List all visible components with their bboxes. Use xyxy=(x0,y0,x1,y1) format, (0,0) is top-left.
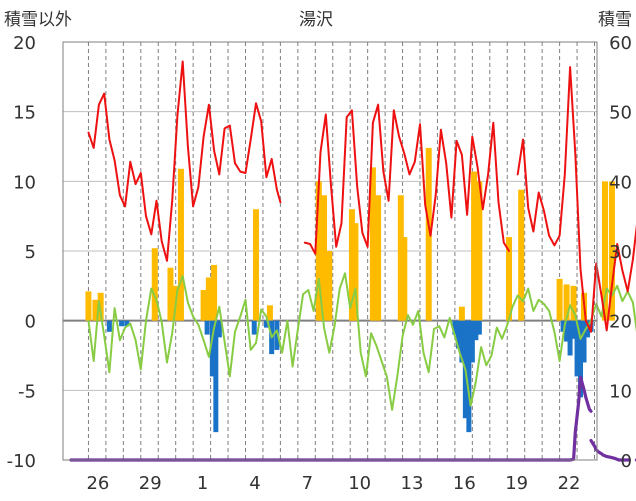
negative-bar xyxy=(564,320,570,342)
negative-bar xyxy=(274,320,280,350)
sunshine-bar xyxy=(608,181,615,321)
x-tick-label: 10 xyxy=(348,473,371,494)
sunshine-bar xyxy=(85,291,92,321)
x-tick-label: 29 xyxy=(139,473,162,494)
sunshine-bar xyxy=(92,299,99,321)
x-tick-label: 16 xyxy=(453,473,476,494)
negative-bar xyxy=(466,320,472,433)
sunshine-bar xyxy=(505,237,512,321)
sunshine-bar xyxy=(252,209,259,321)
x-tick-label: 4 xyxy=(249,473,260,494)
sunshine-bar xyxy=(518,189,525,321)
negative-bar xyxy=(571,320,577,339)
left-axis-label: 積雪以外 xyxy=(4,10,72,30)
left-tick-label: 15 xyxy=(13,103,36,124)
negative-bar xyxy=(574,320,580,377)
negative-bar xyxy=(560,320,566,332)
right-tick-label: 10 xyxy=(609,381,632,402)
negative-bar xyxy=(251,320,257,335)
left-tick-label: 5 xyxy=(25,242,36,263)
x-tick-label: 13 xyxy=(401,473,424,494)
negative-bar xyxy=(578,320,584,398)
negative-bar xyxy=(204,320,210,335)
negative-bar xyxy=(263,320,269,328)
sunshine-bar xyxy=(476,181,483,321)
sunshine-bar xyxy=(458,306,465,321)
sunshine-bar xyxy=(151,248,158,321)
right-tick-label: 60 xyxy=(609,33,632,54)
sunshine-bar xyxy=(266,305,273,321)
negative-bar xyxy=(452,320,458,335)
sunshine-bar xyxy=(321,195,328,321)
negative-bar xyxy=(476,320,482,335)
temperature-line xyxy=(303,103,510,255)
negative-bar xyxy=(124,320,130,327)
sunshine-bar xyxy=(352,223,359,321)
negative-bar xyxy=(119,320,125,327)
negative-bar xyxy=(209,320,215,377)
bar-layer xyxy=(85,147,615,433)
sunshine-bar xyxy=(205,277,212,321)
sunshine-bar xyxy=(397,195,404,321)
negative-bar xyxy=(216,320,222,338)
x-tick-label: 7 xyxy=(302,473,313,494)
negative-bar xyxy=(469,320,475,363)
negative-bar xyxy=(106,320,112,332)
right-axis-label: 積雪 xyxy=(598,10,632,30)
sunshine-bar xyxy=(326,251,333,321)
sunshine-bar xyxy=(167,267,174,321)
negative-bar xyxy=(581,320,587,363)
sunshine-bar xyxy=(556,278,563,321)
left-tick-label: -5 xyxy=(18,381,36,402)
right-tick-label: 50 xyxy=(609,103,632,124)
right-tick-label: 40 xyxy=(609,172,632,193)
sunshine-bar xyxy=(375,195,382,321)
negative-bar xyxy=(213,320,219,433)
negative-bar xyxy=(567,320,573,356)
right-tick-label: 30 xyxy=(609,242,632,263)
sunshine-bar xyxy=(425,147,432,321)
right-tick-label: 20 xyxy=(609,312,632,333)
x-tick-label: 22 xyxy=(558,473,581,494)
temperature-line xyxy=(87,60,282,262)
x-tick-label: 26 xyxy=(86,473,109,494)
plot-frame xyxy=(62,41,598,461)
left-tick-label: 20 xyxy=(13,33,36,54)
sunshine-bar xyxy=(315,181,322,321)
sunshine-bar xyxy=(348,209,355,321)
left-tick-label: 10 xyxy=(13,172,36,193)
chart-title: 湯沢 xyxy=(299,10,333,30)
snow-line xyxy=(589,438,632,462)
x-tick-label: 1 xyxy=(197,473,208,494)
sunshine-bar xyxy=(601,181,608,321)
sunshine-bar xyxy=(369,167,376,321)
right-tick-label: 0 xyxy=(621,451,632,472)
x-tick-label: 19 xyxy=(505,473,528,494)
negative-bar xyxy=(585,320,591,338)
negative-bar xyxy=(459,320,465,363)
left-tick-label: -10 xyxy=(7,451,36,472)
sunshine-bar xyxy=(200,290,207,321)
temperature-line xyxy=(516,66,636,333)
sunshine-bar xyxy=(563,284,570,321)
sunshine-bar xyxy=(570,285,577,321)
sunshine-bar xyxy=(177,168,184,321)
sunshine-bar xyxy=(401,237,408,321)
sunshine-bar xyxy=(211,264,218,321)
left-tick-label: 0 xyxy=(25,312,36,333)
negative-bar xyxy=(455,320,461,349)
sunshine-bar xyxy=(471,171,478,321)
negative-bar xyxy=(473,320,479,341)
